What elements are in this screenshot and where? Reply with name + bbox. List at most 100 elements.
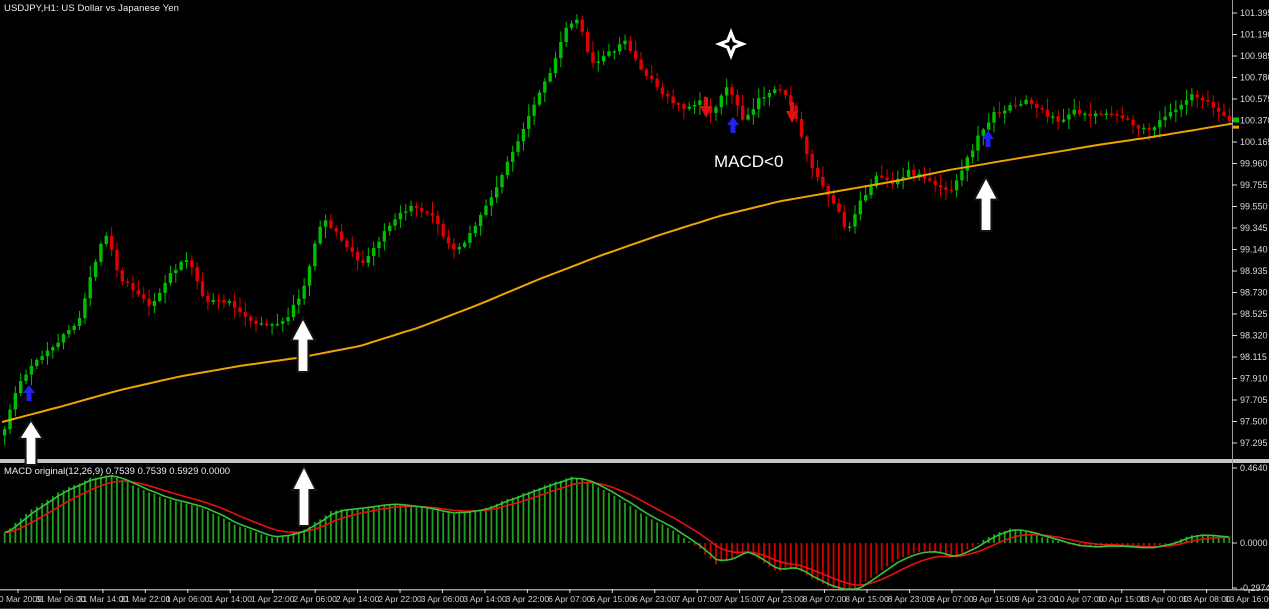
candle-body (297, 298, 301, 305)
candle-body (361, 260, 365, 263)
price-axis-label: 100.575 (1240, 94, 1269, 104)
candle-body (708, 106, 713, 113)
white-up-arrow (972, 174, 1000, 232)
candle-body (928, 178, 932, 181)
moving-average-line (1, 122, 1233, 423)
candle-body (922, 174, 927, 179)
buy-arrow-stem (730, 125, 736, 133)
candle-body (639, 59, 643, 70)
time-axis-label: 2 Apr 14:00 (336, 594, 380, 604)
time-axis-label: 8 Apr 23:00 (888, 594, 932, 604)
candle-body (516, 141, 520, 152)
blue-up-arrow (982, 131, 994, 139)
candle-body (436, 215, 440, 225)
price-axis-label: 99.550 (1240, 202, 1268, 212)
candle-body (302, 285, 306, 299)
candle-body (441, 224, 445, 237)
candle-body (1216, 107, 1221, 112)
time-axis-label: 9 Apr 07:00 (930, 594, 974, 604)
candle-body (1040, 108, 1044, 110)
ma-end-tick (1233, 125, 1239, 129)
candle-body (671, 96, 675, 104)
candle-body (1109, 113, 1114, 115)
candle-body (1077, 109, 1082, 115)
candle-body (976, 135, 980, 151)
candle-body (291, 304, 296, 318)
candle-body (628, 40, 633, 51)
candle-body (1195, 94, 1199, 98)
candle-body (131, 283, 135, 291)
candle-body (83, 298, 87, 319)
candle-body (398, 212, 403, 220)
macd-main-line-green (4, 475, 1230, 590)
price-axis-label: 100.165 (1240, 137, 1269, 147)
candle-body (500, 175, 504, 188)
candle-body (591, 52, 595, 63)
candle-body (494, 187, 499, 198)
candle-body (559, 41, 563, 59)
candle-body (334, 228, 338, 232)
candle-body (751, 109, 756, 115)
candle-body (623, 40, 627, 45)
candle-body (730, 87, 734, 95)
price-axis-label: 98.525 (1240, 309, 1268, 319)
candle-body (607, 51, 611, 56)
candle-body (773, 89, 777, 93)
candle-body (430, 213, 435, 216)
price-axis[interactable]: 101.395 101.190 100.985 100.780 100.575 100.3… (1232, 8, 1269, 448)
candle-body (275, 323, 280, 326)
candle-body (115, 249, 119, 271)
price-axis-label: 100.985 (1240, 51, 1269, 61)
candle-body (339, 231, 344, 241)
candle-body (1184, 100, 1189, 105)
time-axis-label: 8 Apr 15:00 (845, 594, 889, 604)
candle-body (56, 342, 60, 348)
candle-body (740, 105, 745, 120)
candle-body (227, 300, 231, 303)
candle-body (949, 189, 953, 192)
candle-body (826, 186, 830, 196)
macd-axis-label: 0.0000 (1240, 538, 1268, 548)
price-axis-label: 98.935 (1240, 266, 1268, 276)
price-axis-label: 97.295 (1240, 438, 1268, 448)
candle-body (142, 294, 146, 299)
candle-body (655, 78, 659, 88)
candle-body (1142, 127, 1146, 130)
time-axis-label: 13 Apr 16:00 (1225, 594, 1269, 604)
candle-body (858, 200, 863, 215)
time-axis-label: 30 Mar 2009 (0, 594, 42, 604)
chart-title: USDJPY,H1: US Dollar vs Japanese Yen (4, 3, 180, 14)
pane-separator[interactable] (0, 459, 1269, 463)
white-up-arrow (17, 418, 45, 466)
candle-body (1051, 116, 1055, 118)
candle-body (323, 220, 328, 227)
candle-body (789, 95, 793, 106)
candle-body (1136, 125, 1141, 129)
candle-body (1093, 113, 1098, 117)
candle-body (184, 260, 189, 262)
candle-body (521, 128, 526, 142)
candle-body (954, 180, 959, 191)
candle-body (1158, 120, 1162, 128)
candle-body (527, 115, 531, 129)
candle-body (981, 129, 986, 136)
candle-body (767, 92, 772, 98)
candle-body (329, 220, 333, 229)
candle-body (136, 290, 141, 295)
last-price-tick (1233, 117, 1239, 123)
candle-body (1029, 99, 1034, 105)
candle-body (425, 211, 429, 214)
candle-body (99, 243, 103, 262)
candle-body (543, 81, 547, 93)
candle-body (1179, 104, 1183, 110)
candle-body (1003, 110, 1007, 114)
candles-layer (2, 14, 1232, 445)
candle-body (853, 214, 857, 227)
candle-body (457, 246, 461, 250)
candle-body (1008, 105, 1012, 111)
candle-body (93, 261, 98, 278)
candle-body (1126, 118, 1130, 120)
macd-axis[interactable]: 0.4640 0.0000 -0.2974 (1232, 463, 1269, 593)
